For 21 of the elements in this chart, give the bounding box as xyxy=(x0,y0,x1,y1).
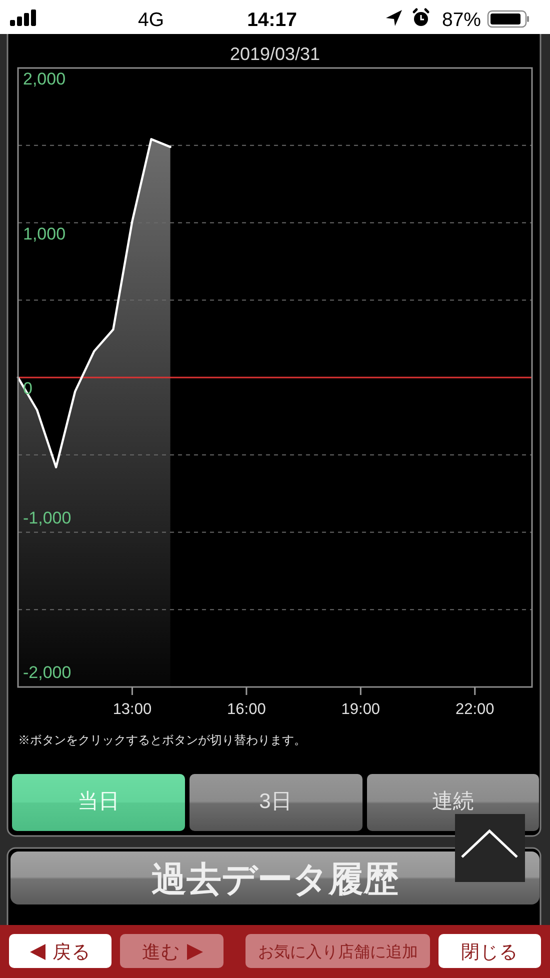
x-tick-label: 22:00 xyxy=(455,701,495,718)
text: 14:17 xyxy=(247,9,297,31)
text: 3日 xyxy=(259,790,292,813)
x-tick-label: 13:00 xyxy=(112,701,152,718)
x-tick-label: 16:00 xyxy=(227,701,266,718)
text: 当日 xyxy=(78,790,120,813)
chart-title: 2019/03/31 xyxy=(230,44,320,64)
text: 87% xyxy=(442,9,481,31)
text: 過去データ履歴 xyxy=(152,860,398,899)
text: ※ボタンをクリックするとボタンが切り替わります。 xyxy=(18,733,306,747)
text: 連続 xyxy=(432,790,474,813)
y-tick-label: -1,000 xyxy=(23,508,72,528)
y-tick-label: -2,000 xyxy=(23,663,72,682)
text: 4G xyxy=(138,9,164,31)
x-tick-label: 19:00 xyxy=(341,701,380,718)
y-tick-label: 2,000 xyxy=(23,70,66,88)
y-tick-label: 1,000 xyxy=(23,224,66,244)
text: 閉じる xyxy=(461,941,518,962)
text: 戻る xyxy=(52,941,90,962)
text: お気に入り店舗に追加 xyxy=(258,943,418,961)
text: 進む xyxy=(142,941,180,962)
